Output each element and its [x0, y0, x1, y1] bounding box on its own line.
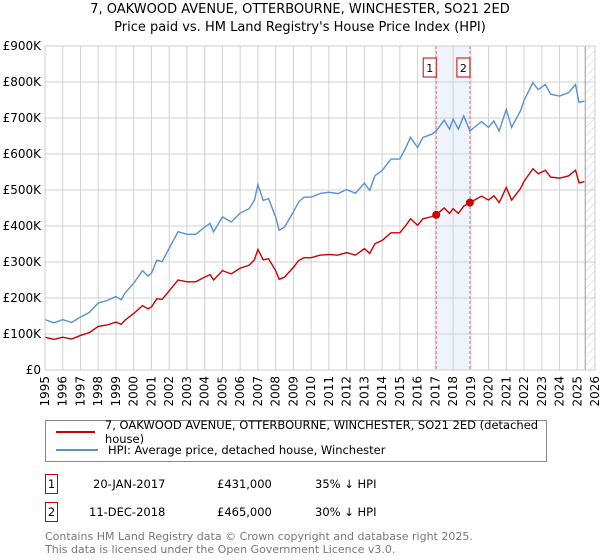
x-tick-label: 2014 — [375, 376, 389, 407]
y-tick-label: £700K — [3, 111, 43, 125]
x-tick-label: 2006 — [233, 376, 247, 407]
sale-date: 20-JAN-2017 — [93, 477, 166, 491]
x-tick-label: 2011 — [322, 376, 336, 407]
x-tick-label: 2017 — [428, 376, 442, 407]
x-tick-label: 1998 — [91, 376, 105, 407]
y-tick-label: £300K — [3, 255, 43, 269]
x-tick-label: 2001 — [144, 376, 158, 407]
sale-row: 2 11-DEC-2018 £465,000 30% ↓ HPI — [45, 502, 445, 522]
hpi-line — [44, 81, 585, 324]
x-tick-label: 2013 — [357, 376, 371, 407]
x-tick-label: 2023 — [535, 376, 549, 407]
x-tick-label: 2012 — [340, 376, 354, 407]
legend-label: HPI: Average price, detached house, Winc… — [108, 443, 386, 457]
x-tick-label: 2020 — [482, 376, 496, 407]
sale-price: £431,000 — [217, 477, 272, 491]
sale-marker-box: 2 — [45, 502, 58, 522]
sale-hpi-diff: 30% ↓ HPI — [315, 505, 377, 519]
x-tick-label: 2019 — [464, 376, 478, 407]
x-tick-label: 1995 — [38, 376, 52, 407]
footer-line-1: Contains HM Land Registry data © Crown c… — [45, 530, 473, 543]
legend: 7, OAKWOOD AVENUE, OTTERBOURNE, WINCHEST… — [45, 418, 547, 462]
sale-hpi-diff: 35% ↓ HPI — [315, 477, 377, 491]
x-tick-label: 2003 — [180, 376, 194, 407]
sale-point — [465, 198, 474, 207]
x-tick-label: 2015 — [393, 376, 407, 407]
y-tick-label: £800K — [3, 75, 43, 89]
x-tick-label: 2026 — [588, 376, 600, 407]
x-tick-label: 2000 — [127, 376, 141, 407]
x-tick-label: 2009 — [286, 376, 300, 407]
plot-border — [44, 45, 596, 371]
footer-line-2: This data is licensed under the Open Gov… — [45, 543, 396, 556]
x-tick-label: 2021 — [499, 376, 513, 407]
sale-row: 1 20-JAN-2017 £431,000 35% ↓ HPI — [45, 474, 445, 494]
y-tick-label: £900K — [3, 39, 43, 53]
x-tick-label: 2002 — [162, 376, 176, 407]
x-tick-label: 2018 — [446, 376, 460, 407]
sale-label: 1 — [426, 62, 433, 75]
footer: Contains HM Land Registry data © Crown c… — [45, 530, 473, 556]
x-tick-label: 2008 — [269, 376, 283, 407]
plot-area: 1995 1996 1997 1998 1999 2000 2001 2002 2003 2004… — [3, 39, 600, 407]
x-tick-label: 1996 — [56, 376, 70, 407]
x-tick-label: 2007 — [251, 376, 265, 407]
y-tick-label: £400K — [3, 219, 43, 233]
sale-price: £465,000 — [217, 505, 272, 519]
x-tick-label: 2025 — [570, 376, 584, 407]
x-tick-label: 2024 — [553, 376, 567, 407]
sale-label-box — [422, 57, 437, 78]
chart-subtitle: Price paid vs. HM Land Registry's House … — [114, 20, 486, 35]
legend-swatch-red — [56, 431, 95, 433]
y-tick-label: £600K — [3, 147, 43, 161]
x-tick-label: 2022 — [517, 376, 531, 407]
legend-swatch-blue — [56, 449, 98, 451]
legend-item-property: 7, OAKWOOD AVENUE, OTTERBOURNE, WINCHEST… — [56, 418, 546, 446]
x-tick-label: 2016 — [411, 376, 425, 407]
y-tick-label: £0 — [26, 363, 41, 377]
sale-label-box — [456, 57, 471, 78]
sale-label: 2 — [460, 62, 467, 75]
sale-point — [432, 210, 441, 219]
legend-item-hpi: HPI: Average price, detached house, Winc… — [56, 442, 385, 458]
price-paid-line — [44, 167, 585, 341]
future-hatch — [585, 46, 595, 370]
sale-marker-box: 1 — [45, 474, 58, 494]
x-tick-label: 2005 — [215, 376, 229, 407]
y-tick-label: £100K — [3, 327, 43, 341]
chart-title: 7, OAKWOOD AVENUE, OTTERBOURNE, WINCHEST… — [90, 2, 510, 17]
x-tick-label: 2004 — [198, 376, 212, 407]
y-tick-label: £500K — [3, 183, 43, 197]
x-tick-label: 2010 — [304, 376, 318, 407]
legend-label: 7, OAKWOOD AVENUE, OTTERBOURNE, WINCHEST… — [104, 418, 539, 446]
sale-date: 11-DEC-2018 — [89, 505, 166, 519]
x-tick-label: 1997 — [73, 376, 87, 407]
y-tick-label: £200K — [3, 291, 43, 305]
x-tick-label: 1999 — [109, 376, 123, 407]
